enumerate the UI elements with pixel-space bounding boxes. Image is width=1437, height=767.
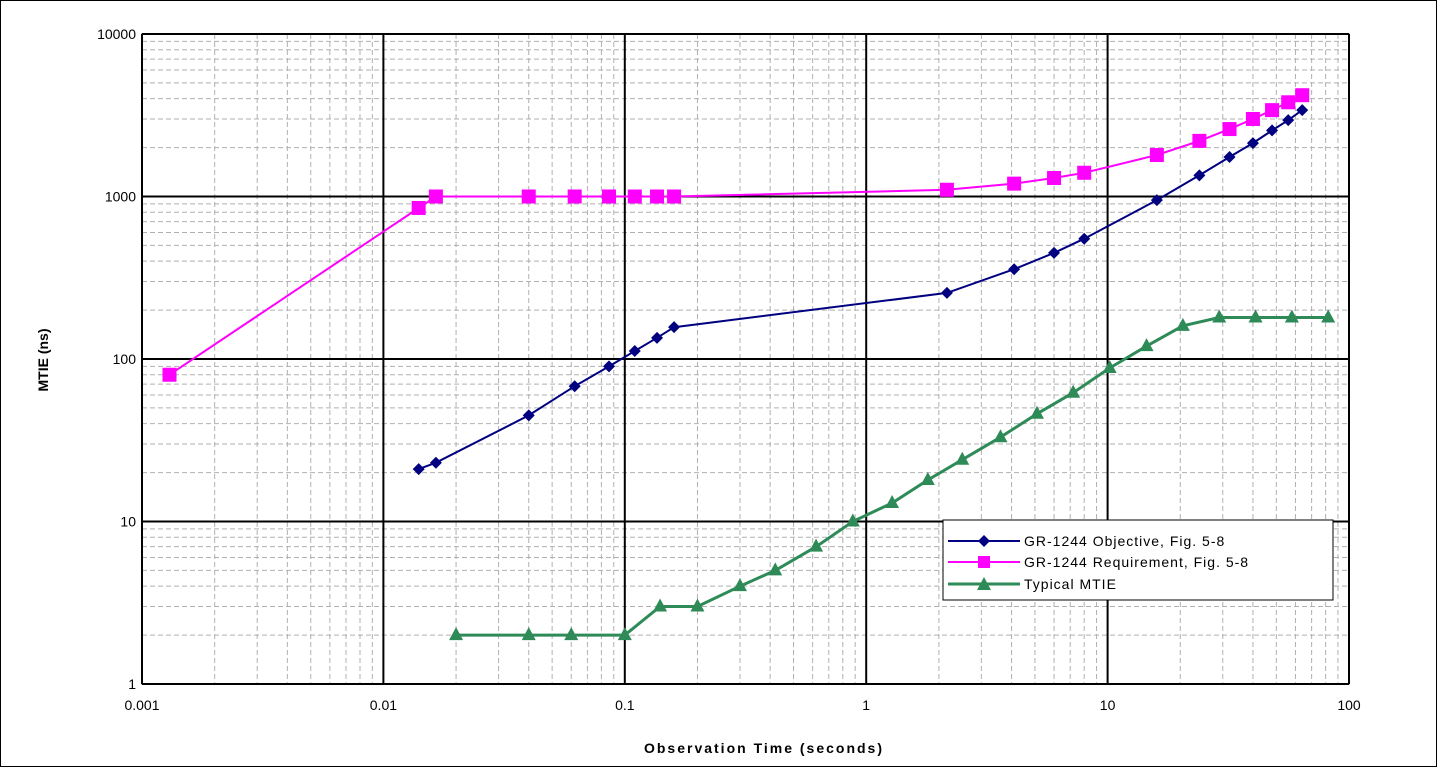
plot-area-border (141, 33, 1350, 685)
y-axis-tick-labels: 1 10 100 1000 10000 (97, 26, 136, 692)
data-point (885, 494, 900, 508)
data-point (568, 380, 581, 393)
data-point (845, 513, 860, 527)
data-point (690, 598, 705, 612)
y-tick-label: 1 (128, 676, 136, 692)
data-point (522, 409, 535, 422)
x-tick-label: 10 (1100, 697, 1116, 713)
x-tick-label: 1 (862, 697, 870, 713)
data-point (955, 451, 970, 465)
data-point (1212, 309, 1227, 323)
data-point (412, 463, 425, 476)
legend-item-typical: Typical MTIE (948, 576, 1117, 592)
legend-box (942, 519, 1334, 601)
data-point (1078, 232, 1091, 245)
x-tick-label: 0.01 (370, 697, 397, 713)
y-tick-label: 100 (113, 351, 137, 367)
data-point (1066, 384, 1081, 398)
data-point (1008, 263, 1021, 276)
series-3 (449, 309, 1336, 641)
y-tick-label: 10000 (97, 26, 136, 42)
legend-item-objective: GR-1244 Objective, Fig. 5-8 (948, 533, 1225, 549)
data-point (1150, 194, 1163, 207)
data-point (521, 189, 536, 204)
data-point (1295, 88, 1310, 103)
data-point (1149, 148, 1164, 163)
y-tick-label: 10 (120, 514, 136, 530)
legend-label: GR-1244 Objective, Fig. 5-8 (1024, 533, 1225, 549)
data-point (809, 538, 824, 552)
data-point (1281, 95, 1296, 110)
x-axis-title: Observation Time (seconds) (644, 740, 884, 756)
data-point (651, 331, 664, 344)
triangle-icon (977, 577, 991, 590)
series-2 (162, 88, 1310, 382)
data-point (1193, 169, 1206, 182)
data-point (429, 456, 442, 469)
data-point (1284, 309, 1299, 323)
data-point (627, 189, 642, 204)
data-point (628, 345, 641, 358)
data-point (1192, 133, 1207, 148)
data-point (1223, 151, 1236, 164)
data-point (1245, 111, 1260, 126)
data-point (920, 472, 935, 486)
data-point (601, 189, 616, 204)
data-point (1265, 103, 1280, 118)
series-1 (412, 104, 1309, 476)
data-point (1048, 246, 1061, 259)
x-tick-label: 0.001 (124, 697, 159, 713)
data-point (993, 429, 1008, 443)
data-point (1007, 176, 1022, 191)
data-point (939, 182, 954, 197)
square-icon (978, 556, 990, 568)
data-point (667, 189, 682, 204)
data-point (1102, 360, 1117, 374)
data-point (1282, 114, 1295, 127)
data-point (1222, 122, 1237, 137)
diamond-icon (978, 535, 990, 547)
data-point (602, 360, 615, 373)
data-point (428, 189, 443, 204)
legend-label: GR-1244 Requirement, Fig. 5-8 (1024, 554, 1249, 570)
y-tick-label: 1000 (105, 189, 136, 205)
data-point (1321, 309, 1336, 323)
data-point (653, 598, 668, 612)
data-point (1175, 317, 1190, 331)
data-point (1077, 165, 1092, 180)
x-tick-label: 0.1 (615, 697, 635, 713)
data-point (1296, 104, 1309, 117)
data-point (564, 627, 579, 641)
data-point (521, 627, 536, 641)
data-point (1139, 338, 1154, 352)
data-point (940, 286, 953, 299)
data-point (162, 367, 177, 382)
data-point (768, 562, 783, 576)
series-line (418, 109, 1303, 471)
legend: GR-1244 Objective, Fig. 5-8 GR-1244 Requ… (942, 519, 1334, 601)
data-point (567, 189, 582, 204)
data-point (617, 627, 632, 641)
legend-item-requirement: GR-1244 Requirement, Fig. 5-8 (948, 554, 1249, 570)
data-point (650, 189, 665, 204)
data-point (668, 321, 681, 334)
y-axis-title: MTIE (ns) (35, 329, 51, 392)
series-line (168, 94, 1303, 376)
x-axis-tick-labels: 0.001 0.01 0.1 1 10 100 (124, 697, 1360, 713)
data-point (1266, 124, 1279, 137)
legend-label: Typical MTIE (1024, 576, 1117, 592)
x-tick-label: 100 (1337, 697, 1361, 713)
data-point (1030, 405, 1045, 419)
data-point (732, 578, 747, 592)
data-point (1246, 137, 1259, 150)
data-point (1047, 170, 1062, 185)
data-point (1248, 309, 1263, 323)
data-point (449, 627, 464, 641)
data-point (411, 200, 426, 215)
series-layer (162, 88, 1336, 641)
